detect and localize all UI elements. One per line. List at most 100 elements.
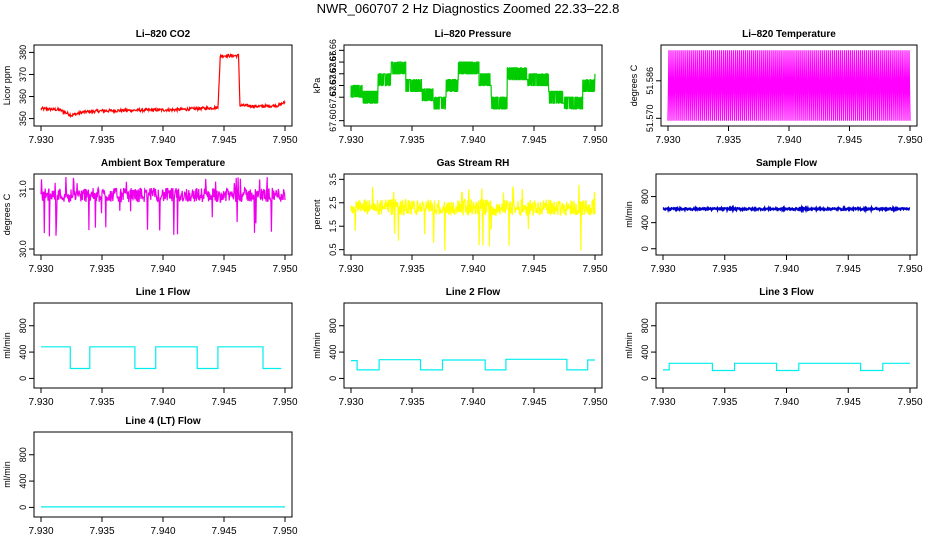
series-line-co2 xyxy=(40,53,286,119)
y-tick-label: 67.63 xyxy=(328,74,338,97)
chart-title: Li–820 Temperature xyxy=(742,29,836,40)
y-tick-label: 380 xyxy=(18,45,28,60)
x-tick-label: 7.940 xyxy=(460,135,485,146)
y-tick-label: 800 xyxy=(640,318,650,333)
series-line-pressure xyxy=(350,61,596,110)
y-tick-label: 67.60 xyxy=(328,109,338,132)
y-tick-label: 350 xyxy=(18,111,28,126)
y-axis-label: ml/min xyxy=(624,201,634,228)
y-tick-label: 67.63 xyxy=(328,86,338,109)
plot-frame xyxy=(343,173,603,256)
y-tick-label: 51.586 xyxy=(645,67,655,95)
chart-title: Li–820 Pressure xyxy=(435,29,512,40)
chart-title: Line 1 Flow xyxy=(136,287,191,298)
chart-line2: Line 2 Flow ml/min 7.930 7.935 7.940 7.945 7.9… xyxy=(312,287,608,408)
x-tick-label: 7.940 xyxy=(776,135,801,146)
y-axis-label: ml/min xyxy=(312,332,322,359)
y-tick-label: 800 xyxy=(18,318,28,333)
y-tick-label: 370 xyxy=(18,67,28,82)
y-tick-label: 0 xyxy=(18,376,28,381)
y-tick-label: 400 xyxy=(640,345,650,360)
x-tick-label: 7.945 xyxy=(211,135,236,146)
x-tick-label: 7.930 xyxy=(28,397,53,408)
x-tick-label: 7.950 xyxy=(897,135,922,146)
x-tick-label: 7.945 xyxy=(837,135,862,146)
x-tick-label: 7.930 xyxy=(28,264,53,275)
y-tick-label: 400 xyxy=(18,474,28,489)
chart-title: Line 2 Flow xyxy=(446,287,501,298)
series-line-ambient xyxy=(40,176,286,237)
x-tick-label: 7.935 xyxy=(716,135,741,146)
x-tick-label: 7.935 xyxy=(89,135,114,146)
y-axis-label: ml/min xyxy=(624,332,634,359)
x-tick-label: 7.930 xyxy=(338,135,363,146)
x-tick-label: 7.950 xyxy=(582,397,607,408)
y-axis-label: percent xyxy=(312,199,322,230)
series-line-line1 xyxy=(41,346,282,370)
x-tick-label: 7.935 xyxy=(89,397,114,408)
x-tick-label: 7.935 xyxy=(89,264,114,275)
y-tick-label: 0.5 xyxy=(328,243,338,256)
x-tick-label: 7.940 xyxy=(774,397,799,408)
series-line-line2 xyxy=(351,358,595,371)
x-tick-label: 7.950 xyxy=(272,397,297,408)
x-tick-label: 7.930 xyxy=(655,135,680,146)
chart-temperature: Li–820 Temperature degrees C 7.930 7.935 7.9… xyxy=(629,29,923,146)
x-tick-label: 7.950 xyxy=(582,135,607,146)
y-tick-label: 31.0 xyxy=(18,180,28,198)
x-tick-label: 7.940 xyxy=(150,264,175,275)
y-tick-label: 30.0 xyxy=(18,240,28,258)
plot-frame xyxy=(33,431,293,518)
chart-title: Gas Stream RH xyxy=(437,158,510,169)
x-tick-label: 7.945 xyxy=(521,135,546,146)
y-tick-label: 67.63 xyxy=(328,63,338,86)
chart-pressure: Li–820 Pressure kPa 7.930 7.935 7.940 7.945 7.… xyxy=(312,29,608,146)
figure-title: NWR_060707 2 Hz Diagnostics Zoomed 22.33… xyxy=(316,1,620,16)
x-tick-label: 7.940 xyxy=(774,264,799,275)
y-tick-label: 3.5 xyxy=(328,173,338,186)
y-tick-label: 0 xyxy=(640,376,650,381)
y-tick-label: 2.5 xyxy=(328,197,338,210)
x-tick-label: 7.935 xyxy=(399,397,424,408)
x-tick-label: 7.950 xyxy=(272,135,297,146)
chart-line4: Line 4 (LT) Flow ml/min 7.930 7.935 7.940 7.9… xyxy=(2,416,298,537)
y-tick-label: 67.66 xyxy=(328,51,338,74)
x-tick-label: 7.930 xyxy=(28,135,53,146)
x-tick-label: 7.930 xyxy=(338,397,363,408)
x-tick-label: 7.945 xyxy=(211,526,236,537)
x-tick-label: 7.945 xyxy=(211,397,236,408)
x-tick-label: 7.945 xyxy=(521,264,546,275)
y-tick-label: 1.5 xyxy=(328,220,338,233)
chart-title: Line 4 (LT) Flow xyxy=(125,416,201,427)
x-tick-label: 7.935 xyxy=(712,397,737,408)
y-tick-label: 0 xyxy=(640,246,650,251)
chart-title: Ambient Box Temperature xyxy=(101,158,226,169)
x-tick-label: 7.930 xyxy=(650,264,675,275)
y-axis-label: degrees C xyxy=(2,193,12,235)
y-tick-label: 51.570 xyxy=(645,105,655,133)
x-tick-label: 7.945 xyxy=(211,264,236,275)
series-line-sample xyxy=(662,204,911,214)
series-line-temperature xyxy=(667,50,911,121)
chart-line1: Line 1 Flow ml/min 7.930 7.935 7.940 7.945 7.9… xyxy=(2,287,298,408)
y-tick-label: 360 xyxy=(18,89,28,104)
y-tick-label: 0 xyxy=(328,376,338,381)
x-tick-label: 7.945 xyxy=(836,397,861,408)
x-tick-label: 7.940 xyxy=(150,135,175,146)
y-axis-label: Licor ppm xyxy=(2,66,12,106)
x-tick-label: 7.950 xyxy=(582,264,607,275)
y-tick-label: 800 xyxy=(18,447,28,462)
y-axis-label: kPa xyxy=(312,78,322,94)
plot-frame xyxy=(655,302,918,389)
x-tick-label: 7.935 xyxy=(712,264,737,275)
x-tick-label: 7.935 xyxy=(399,135,424,146)
y-axis-label: ml/min xyxy=(2,332,12,359)
x-tick-label: 7.950 xyxy=(272,526,297,537)
x-tick-label: 7.945 xyxy=(521,397,546,408)
x-tick-label: 7.945 xyxy=(836,264,861,275)
x-tick-label: 7.930 xyxy=(338,264,363,275)
chart-rh: Gas Stream RH percent 7.930 7.935 7.940 7.945… xyxy=(312,158,608,275)
chart-title: Sample Flow xyxy=(756,158,817,169)
plot-frame xyxy=(343,302,603,389)
